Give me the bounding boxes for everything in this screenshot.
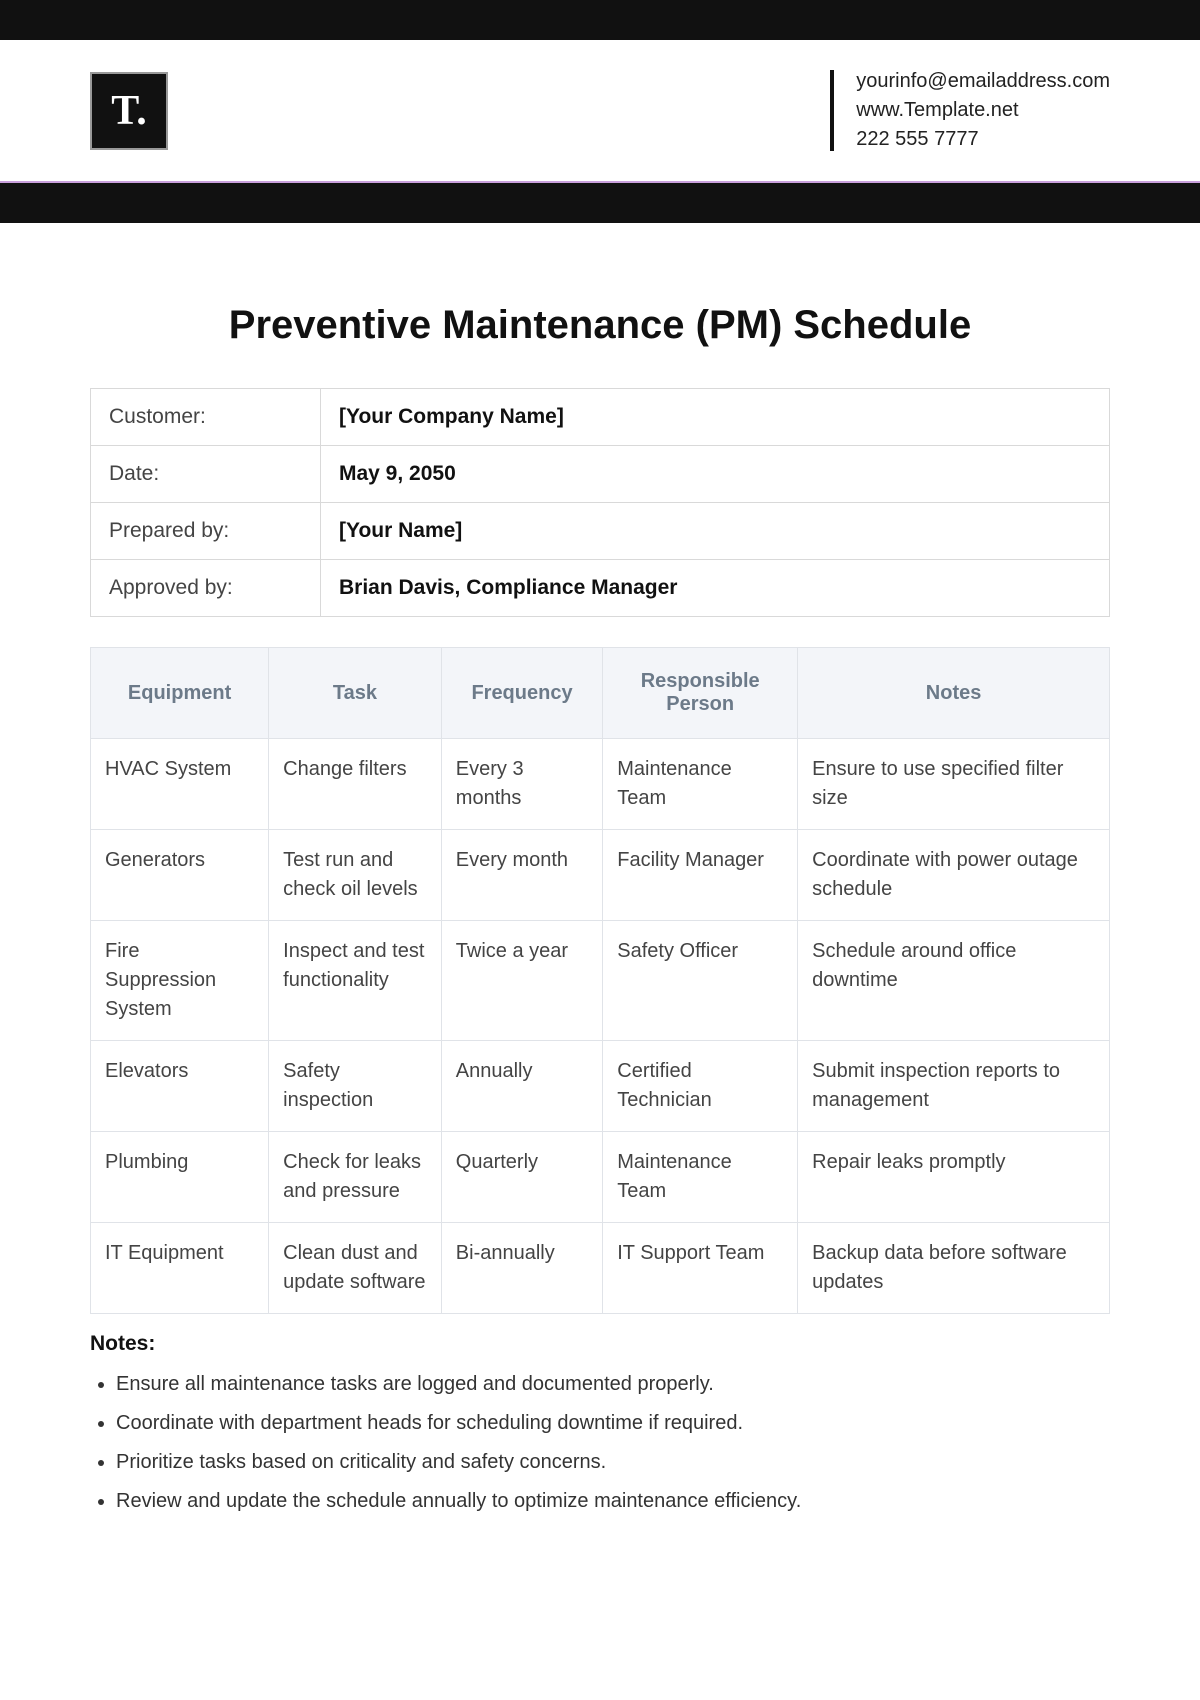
cell-equipment: Elevators xyxy=(91,1041,269,1132)
logo-text: T. xyxy=(111,87,146,135)
schedule-header-row: Equipment Task Frequency Responsible Per… xyxy=(91,648,1110,739)
cell-notes: Backup data before software updates xyxy=(798,1223,1110,1314)
table-row: Prepared by: [Your Name] xyxy=(91,503,1110,560)
table-row: GeneratorsTest run and check oil levelsE… xyxy=(91,830,1110,921)
table-row: ElevatorsSafety inspectionAnnuallyCertif… xyxy=(91,1041,1110,1132)
cell-notes: Repair leaks promptly xyxy=(798,1132,1110,1223)
meta-value-approved: Brian Davis, Compliance Manager xyxy=(321,560,1110,617)
cell-frequency: Every month xyxy=(441,830,602,921)
meta-table: Customer: [Your Company Name] Date: May … xyxy=(90,388,1110,617)
page-title: Preventive Maintenance (PM) Schedule xyxy=(90,303,1110,348)
cell-task: Safety inspection xyxy=(269,1041,442,1132)
cell-frequency: Bi-annually xyxy=(441,1223,602,1314)
cell-task: Check for leaks and pressure xyxy=(269,1132,442,1223)
contact-lines: yourinfo@emailaddress.com www.Template.n… xyxy=(856,70,1110,151)
logo: T. xyxy=(90,72,168,150)
cell-responsible: Maintenance Team xyxy=(603,1132,798,1223)
contact-website: www.Template.net xyxy=(856,99,1110,122)
meta-value-date: May 9, 2050 xyxy=(321,446,1110,503)
col-frequency: Frequency xyxy=(441,648,602,739)
list-item: Coordinate with department heads for sch… xyxy=(116,1409,1110,1438)
cell-task: Test run and check oil levels xyxy=(269,830,442,921)
cell-responsible: Maintenance Team xyxy=(603,739,798,830)
notes-list: Ensure all maintenance tasks are logged … xyxy=(90,1370,1110,1516)
contact-divider xyxy=(830,70,834,151)
cell-equipment: HVAC System xyxy=(91,739,269,830)
cell-responsible: Facility Manager xyxy=(603,830,798,921)
cell-frequency: Every 3 months xyxy=(441,739,602,830)
cell-responsible: Safety Officer xyxy=(603,921,798,1041)
cell-responsible: IT Support Team xyxy=(603,1223,798,1314)
cell-task: Clean dust and update software xyxy=(269,1223,442,1314)
cell-notes: Coordinate with power outage schedule xyxy=(798,830,1110,921)
cell-frequency: Annually xyxy=(441,1041,602,1132)
cell-equipment: Fire Suppression System xyxy=(91,921,269,1041)
table-row: HVAC SystemChange filtersEvery 3 monthsM… xyxy=(91,739,1110,830)
col-responsible: Responsible Person xyxy=(603,648,798,739)
meta-label-date: Date: xyxy=(91,446,321,503)
table-row: IT EquipmentClean dust and update softwa… xyxy=(91,1223,1110,1314)
col-notes: Notes xyxy=(798,648,1110,739)
meta-value-prepared: [Your Name] xyxy=(321,503,1110,560)
cell-task: Inspect and test functionality xyxy=(269,921,442,1041)
list-item: Review and update the schedule annually … xyxy=(116,1487,1110,1516)
cell-notes: Ensure to use specified filter size xyxy=(798,739,1110,830)
schedule-table: Equipment Task Frequency Responsible Per… xyxy=(90,647,1110,1314)
meta-label-customer: Customer: xyxy=(91,389,321,446)
cell-frequency: Twice a year xyxy=(441,921,602,1041)
list-item: Prioritize tasks based on criticality an… xyxy=(116,1448,1110,1477)
cell-notes: Schedule around office downtime xyxy=(798,921,1110,1041)
table-row: Fire Suppression SystemInspect and test … xyxy=(91,921,1110,1041)
table-row: Date: May 9, 2050 xyxy=(91,446,1110,503)
list-item: Ensure all maintenance tasks are logged … xyxy=(116,1370,1110,1399)
cell-notes: Submit inspection reports to management xyxy=(798,1041,1110,1132)
cell-task: Change filters xyxy=(269,739,442,830)
notes-heading: Notes: xyxy=(90,1332,1110,1356)
contact-block: yourinfo@emailaddress.com www.Template.n… xyxy=(830,70,1110,151)
header: T. yourinfo@emailaddress.com www.Templat… xyxy=(0,40,1200,181)
cell-equipment: IT Equipment xyxy=(91,1223,269,1314)
table-row: Approved by: Brian Davis, Compliance Man… xyxy=(91,560,1110,617)
table-row: Customer: [Your Company Name] xyxy=(91,389,1110,446)
second-black-bar xyxy=(0,183,1200,223)
cell-frequency: Quarterly xyxy=(441,1132,602,1223)
top-black-bar xyxy=(0,0,1200,40)
table-row: PlumbingCheck for leaks and pressureQuar… xyxy=(91,1132,1110,1223)
col-task: Task xyxy=(269,648,442,739)
meta-label-approved: Approved by: xyxy=(91,560,321,617)
cell-equipment: Plumbing xyxy=(91,1132,269,1223)
meta-label-prepared: Prepared by: xyxy=(91,503,321,560)
cell-responsible: Certified Technician xyxy=(603,1041,798,1132)
contact-email: yourinfo@emailaddress.com xyxy=(856,70,1110,93)
contact-phone: 222 555 7777 xyxy=(856,128,1110,151)
col-equipment: Equipment xyxy=(91,648,269,739)
meta-value-customer: [Your Company Name] xyxy=(321,389,1110,446)
cell-equipment: Generators xyxy=(91,830,269,921)
content: Preventive Maintenance (PM) Schedule Cus… xyxy=(0,223,1200,1566)
